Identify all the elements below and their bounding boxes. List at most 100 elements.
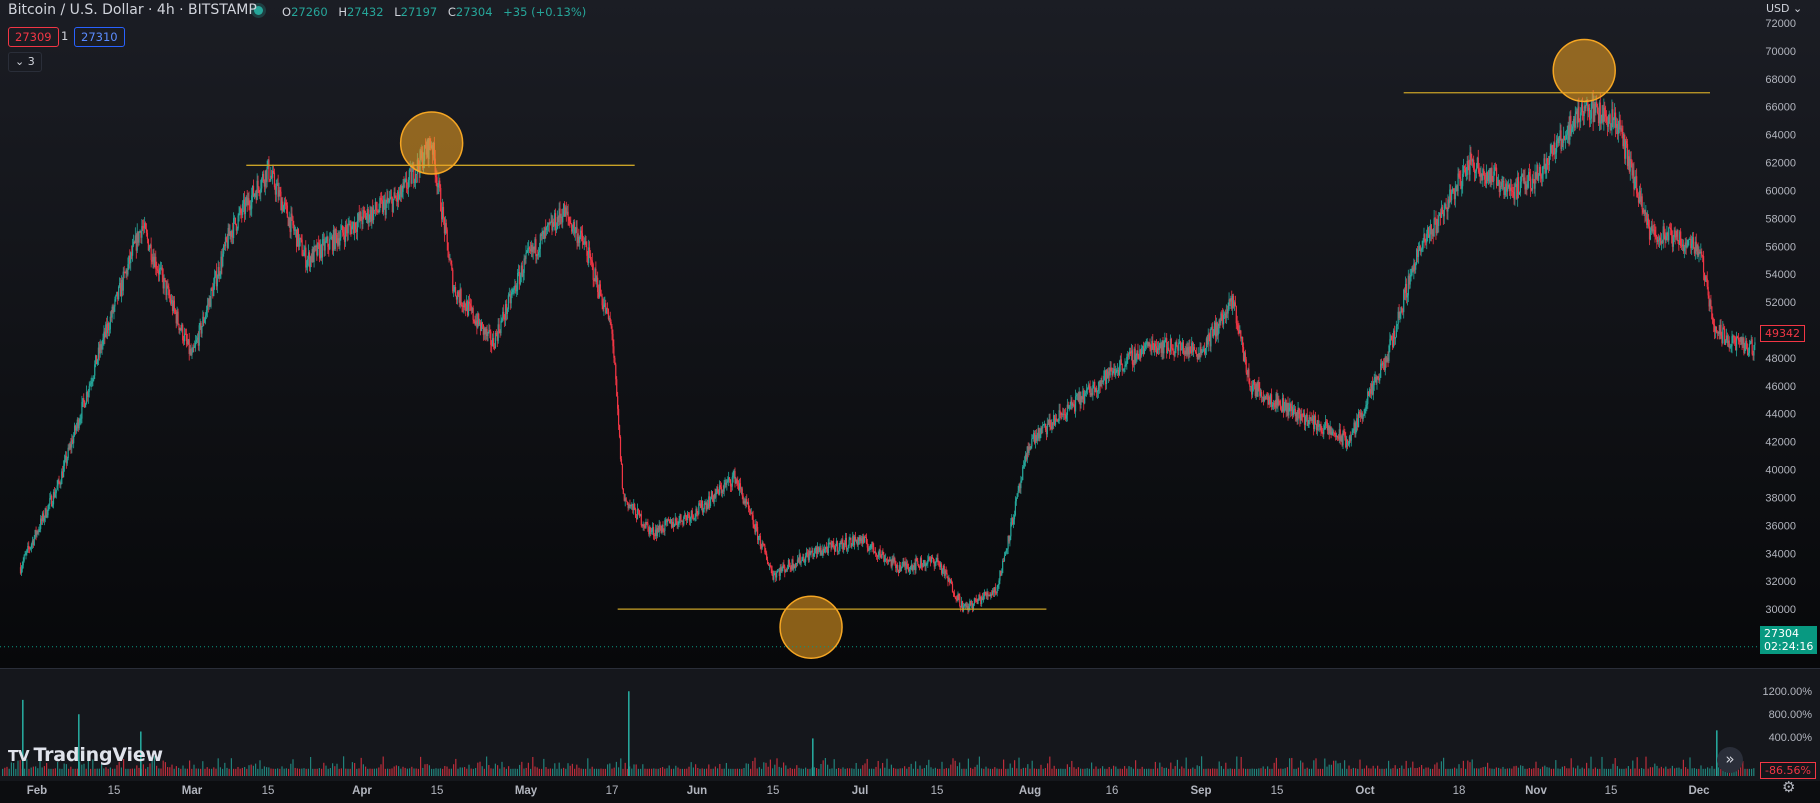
volume-bar [376,768,378,776]
candle-body [1118,365,1121,375]
candle-body [19,567,22,574]
candle-body [307,259,309,266]
volume-bar [1465,768,1467,776]
highlight-circle-top-1 [399,111,464,175]
volume-bar [1597,768,1599,776]
volume-bar [164,762,166,776]
volume-bar [699,768,701,776]
candle-body [748,508,751,511]
candle-body [1647,218,1650,227]
candle-body [1332,431,1334,433]
candle-body [887,559,890,562]
currency-selector[interactable]: USD ⌄ [1766,2,1803,15]
candle-body [1009,536,1011,542]
volume-bar [1445,768,1447,776]
candle-body [1305,414,1307,417]
volume-bar [954,760,956,776]
gear-icon[interactable]: ⚙ [1782,778,1796,796]
candle-body [291,213,293,217]
candle-body [304,247,306,253]
candle-body [205,309,208,316]
candle-body [928,557,930,560]
tradingview-logo[interactable]: TV TradingView [8,744,163,766]
candle-body [324,241,326,251]
candle-body [1649,230,1652,240]
volume-bar [191,768,193,776]
volume-bar [1647,768,1649,776]
candle-body [1223,313,1226,316]
symbol-title[interactable]: Bitcoin / U.S. Dollar · 4h · BITSTAMP [8,2,257,18]
candle-body [731,477,733,487]
candle-body [531,245,533,252]
candle-body [485,328,487,335]
candle-body [1138,358,1140,360]
volume-bar [299,768,301,776]
candle-body [43,517,45,521]
volume-bar [1608,768,1610,776]
candle-body [1191,342,1193,353]
candle-body [1462,166,1465,174]
volume-bar [1289,758,1291,776]
candle-body [1335,434,1337,437]
candle-body [148,247,150,251]
candle-body [669,520,671,523]
sell-price-button[interactable]: 27309 [8,27,59,47]
volume-bar [461,767,463,776]
candle-body [814,548,816,554]
candle-body [1164,340,1166,343]
candle-body [709,498,712,507]
candle-body [898,565,901,573]
candle-body [1303,413,1306,425]
candle-body [1299,414,1301,421]
candle-body [696,508,698,514]
candle-body [1639,190,1641,202]
volume-bar [653,768,655,776]
volume-bar [499,768,501,776]
volume-bar [1610,768,1612,776]
volume-bar [541,768,543,776]
quantity-value[interactable]: 1 [61,29,69,43]
candle-body [1596,102,1598,107]
volume-bar [1176,759,1178,776]
volume-bar [1196,765,1198,776]
buy-price-button[interactable]: 27310 [74,27,125,47]
candle-body [1110,367,1112,372]
volume-spike-bar [140,731,142,776]
candle-body [1084,393,1086,404]
volume-bar [1504,768,1506,776]
candle-body [672,521,674,527]
candle-body [1439,212,1441,216]
volume-bar [1163,768,1165,776]
candle-body [1350,434,1352,441]
candle-body [790,567,792,570]
candle-body [936,557,938,562]
volume-bar [857,768,859,776]
volume-bar [600,768,602,776]
candle-body [570,223,572,225]
candle-body [383,199,385,202]
indicators-toggle-button[interactable]: ⌄ 3 [8,52,42,72]
candle-body [1549,152,1551,157]
candle-body [575,227,577,230]
candle-body [1541,174,1543,179]
volume-bar [1029,768,1031,776]
candle-body [459,289,461,303]
candle-body [587,255,589,264]
candle-body [21,565,23,569]
candle-body [1228,299,1230,310]
volume-bar [569,765,571,776]
candle-body [640,514,642,526]
candle-body [1412,267,1414,272]
candle-body [1190,352,1192,354]
low-label: L [394,5,401,19]
volume-bar [923,768,925,776]
candle-body [139,231,141,233]
candle-body [188,339,190,354]
volume-bar [15,768,17,776]
candle-body [863,536,865,543]
fast-forward-icon[interactable]: » [1717,747,1743,773]
candle-body [1331,431,1333,435]
candle-body [277,183,279,197]
